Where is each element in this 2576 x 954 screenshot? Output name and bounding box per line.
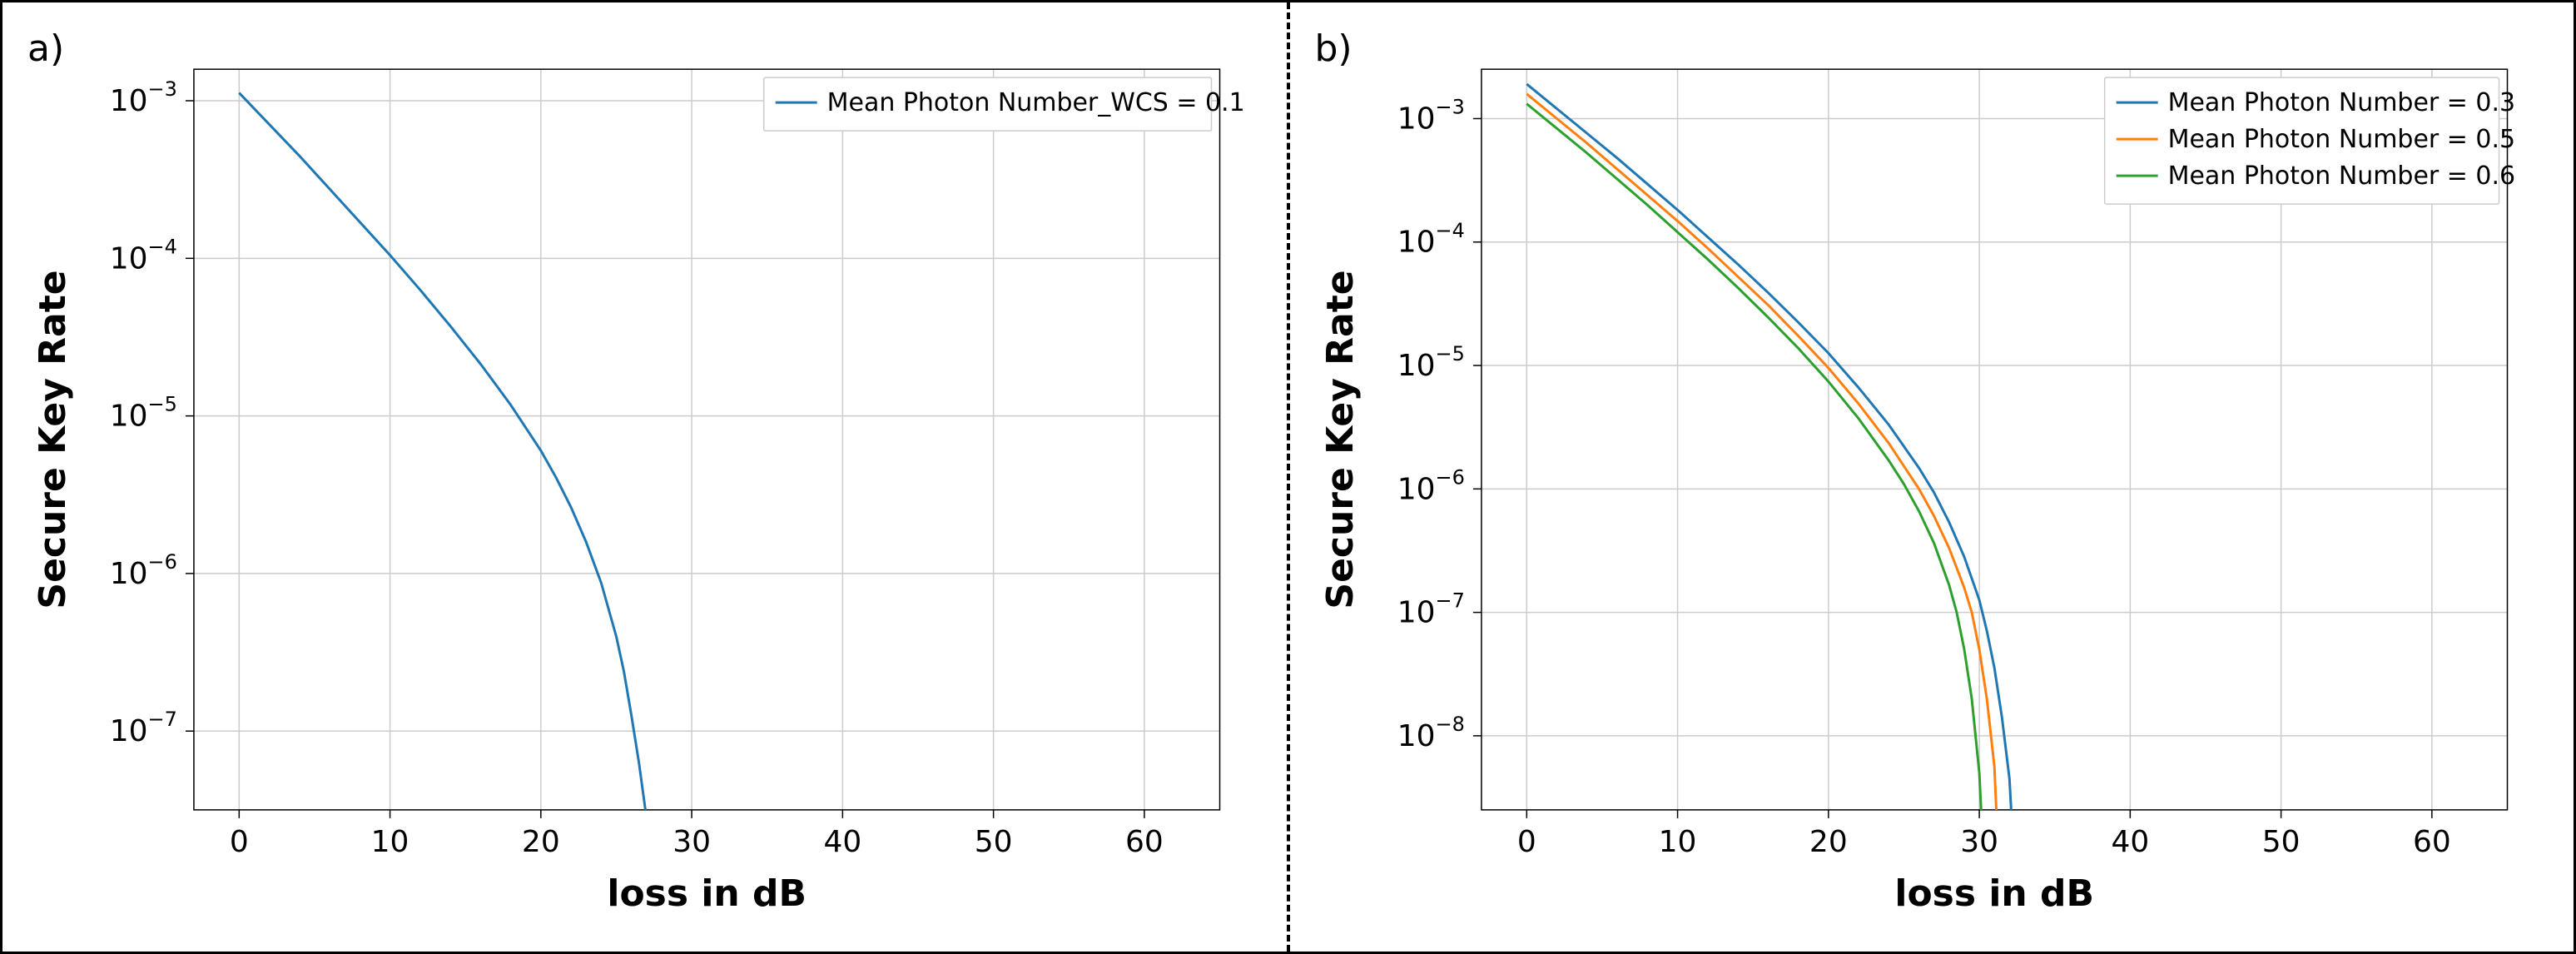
panel-a: a) 0 10 20 30 40 50 60 10−7 10−6 10−5 10−4 10−3 loss… [2,2,1287,952]
svg-text:20: 20 [522,825,560,859]
figure-container: a) 0 10 20 30 40 50 60 10−7 10−6 10−5 10−4 10−3 loss… [0,0,2576,954]
svg-text:10−3: 10−3 [110,77,177,118]
chart-a: 0 10 20 30 40 50 60 10−7 10−6 10−5 10−4 10−3 loss in… [19,19,1253,935]
svg-text:20: 20 [1809,825,1847,859]
svg-text:10: 10 [371,825,409,859]
svg-text:50: 50 [2261,825,2300,859]
chart-b: 0 10 20 30 40 50 60 10−8 10−7 10−6 10−5 10−4 10−3 los… [1307,19,2541,935]
svg-text:0: 0 [1516,825,1536,859]
panel-a-label: a) [27,27,64,70]
svg-text:50: 50 [975,825,1013,859]
svg-text:Mean Photon Number = 0.3: Mean Photon Number = 0.3 [2167,88,2514,117]
svg-text:Mean Photon Number = 0.6: Mean Photon Number = 0.6 [2167,161,2514,191]
svg-text:loss in dB: loss in dB [607,872,807,915]
panel-b-label: b) [1315,27,1353,70]
svg-text:Mean Photon Number_WCS = 0.1: Mean Photon Number_WCS = 0.1 [827,88,1245,117]
svg-text:60: 60 [2412,825,2450,859]
svg-text:10−3: 10−3 [1397,95,1464,136]
svg-text:60: 60 [1125,825,1164,859]
svg-text:10−5: 10−5 [110,393,177,434]
svg-text:10−6: 10−6 [1397,465,1464,506]
panel-b: b) 0 10 20 30 40 50 60 10−8 10−7 10−6 10−5 10−4 10−3… [1290,2,2574,952]
svg-text:10−8: 10−8 [1397,713,1464,753]
svg-text:Mean Photon Number = 0.5: Mean Photon Number = 0.5 [2167,125,2514,154]
svg-text:10−7: 10−7 [1397,589,1464,630]
svg-text:40: 40 [2111,825,2149,859]
svg-text:Secure Key Rate: Secure Key Rate [1318,270,1361,609]
svg-text:10−4: 10−4 [1397,219,1464,260]
svg-text:10: 10 [1658,825,1696,859]
svg-text:0: 0 [230,825,249,859]
svg-text:10−5: 10−5 [1397,342,1464,383]
svg-text:10−4: 10−4 [110,235,177,276]
svg-text:10−7: 10−7 [110,708,177,748]
svg-text:Secure Key Rate: Secure Key Rate [32,270,74,609]
svg-text:loss in dB: loss in dB [1894,872,2094,915]
svg-text:40: 40 [823,825,861,859]
svg-text:30: 30 [1960,825,1998,859]
svg-text:10−6: 10−6 [110,550,177,591]
svg-text:30: 30 [673,825,711,859]
